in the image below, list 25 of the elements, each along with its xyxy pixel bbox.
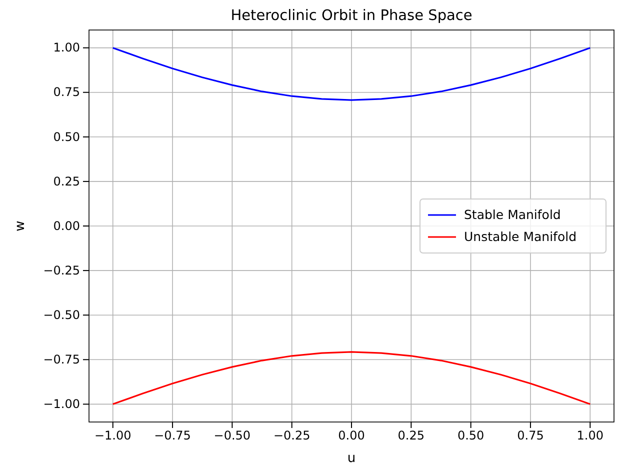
y-tick-label: 0.00 [53, 218, 80, 233]
y-tick-label: 0.50 [53, 130, 80, 144]
y-tick-label: −0.75 [43, 352, 80, 366]
x-tick-label: 0.00 [338, 428, 365, 443]
y-tick-label: −0.25 [43, 263, 80, 278]
x-tick-label: 0.75 [517, 428, 544, 443]
x-tick-label: −0.25 [273, 428, 310, 443]
x-tick-label: 0.50 [457, 428, 484, 443]
y-tick-label: 0.25 [53, 174, 80, 188]
x-tick-label: 1.00 [576, 428, 604, 443]
y-axis-title: w [13, 220, 28, 232]
x-tick-label: 0.25 [398, 428, 425, 443]
y-tick-label: 0.75 [53, 85, 80, 100]
legend-label: Unstable Manifold [464, 229, 577, 244]
x-tick-label: −0.50 [214, 428, 251, 443]
legend-label: Stable Manifold [464, 207, 561, 222]
chart-title: Heteroclinic Orbit in Phase Space [230, 8, 472, 24]
y-tick-label: 1.00 [53, 40, 80, 55]
x-tick-label: −0.75 [154, 428, 191, 443]
y-tick-label: −1.00 [43, 397, 80, 412]
x-axis-title: u [347, 451, 356, 466]
line-series [112, 47, 591, 101]
line-series [112, 351, 591, 405]
y-tick-label: −0.50 [43, 308, 80, 322]
x-tick-label: −1.00 [94, 428, 132, 443]
